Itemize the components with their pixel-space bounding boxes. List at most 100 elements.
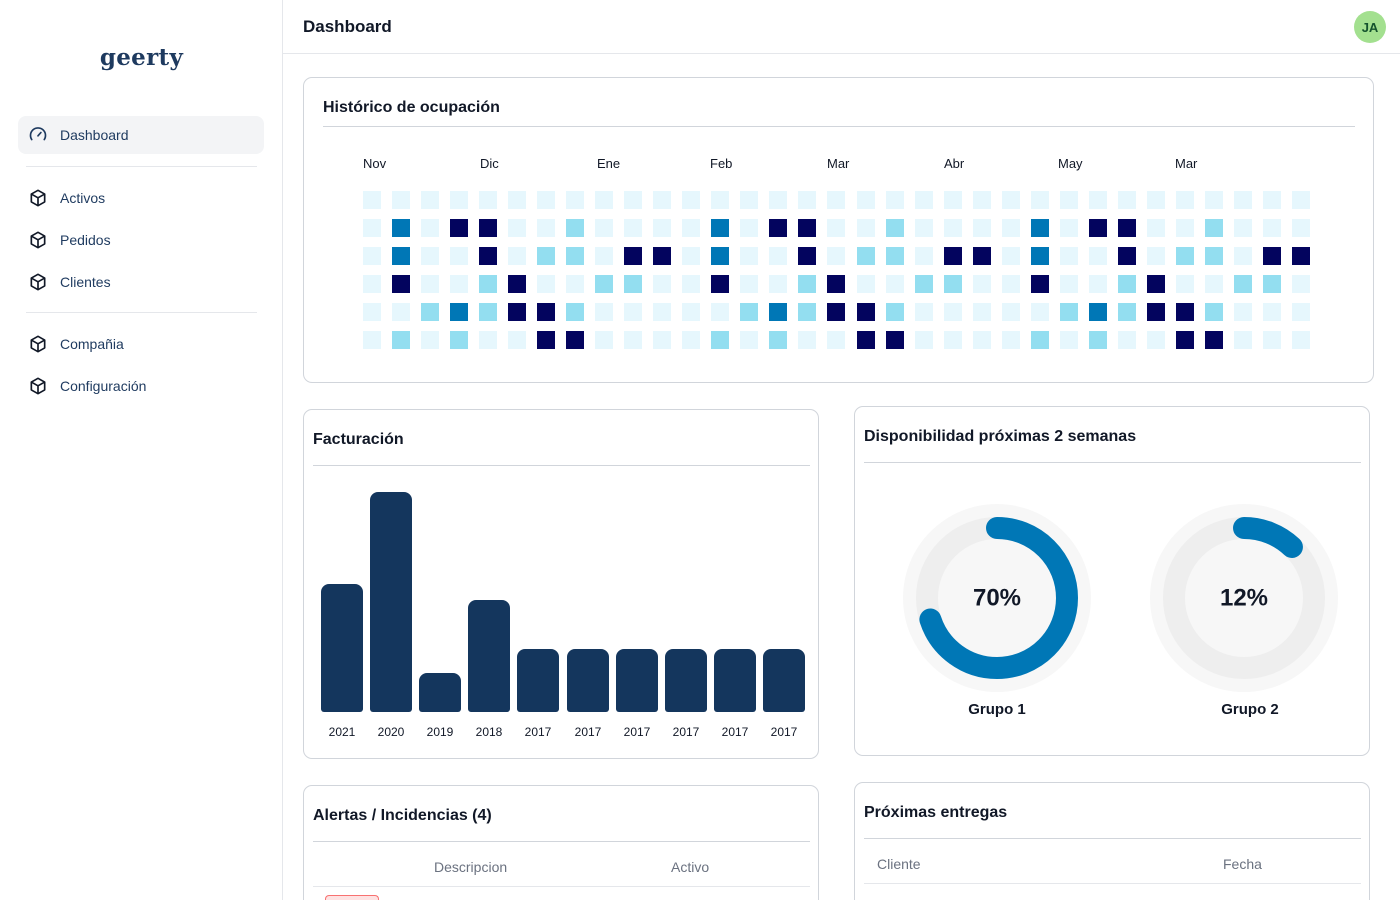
heatmap-cell	[1002, 331, 1020, 349]
heatmap-cell	[566, 247, 584, 265]
heatmap-cell	[886, 247, 904, 265]
heatmap-cell	[479, 303, 497, 321]
heatmap-cell	[740, 331, 758, 349]
heatmap-cell	[363, 331, 381, 349]
heatmap-cell	[1234, 247, 1252, 265]
sidebar-item-label: Dashboard	[60, 127, 129, 143]
heatmap-cell	[1147, 275, 1165, 293]
heatmap-cell	[479, 275, 497, 293]
heatmap-cell	[1176, 303, 1194, 321]
heatmap-cell	[1176, 331, 1194, 349]
heatmap-cell	[886, 275, 904, 293]
heatmap-cell	[1060, 303, 1078, 321]
cube-icon	[30, 231, 46, 249]
heatmap-cell	[653, 303, 671, 321]
sidebar: geerty Dashboard Activos Pedidos Cliente…	[0, 0, 283, 900]
heatmap-cell	[1234, 303, 1252, 321]
heatmap-cell	[508, 331, 526, 349]
heatmap-cell	[857, 275, 875, 293]
heatmap-cell	[973, 219, 991, 237]
table-divider	[313, 886, 810, 887]
heatmap-cell	[740, 219, 758, 237]
heatmap-cell	[1205, 219, 1223, 237]
heatmap-cell	[450, 275, 468, 293]
heatmap-cell	[798, 275, 816, 293]
bar[interactable]	[665, 649, 707, 712]
heatmap-cell	[1089, 191, 1107, 209]
heatmap-cell	[624, 247, 642, 265]
heatmap-cell	[595, 247, 613, 265]
column-header-activo[interactable]: Activo	[671, 859, 710, 875]
sidebar-item-configuracion[interactable]: Configuración	[18, 367, 264, 405]
heatmap-cell	[944, 219, 962, 237]
bar[interactable]	[616, 649, 658, 712]
bar[interactable]	[714, 649, 756, 712]
heatmap-cell	[537, 247, 555, 265]
heatmap-cell	[653, 331, 671, 349]
heatmap-cell	[798, 191, 816, 209]
heatmap-month-label: May	[1058, 156, 1083, 171]
bar[interactable]	[567, 649, 609, 712]
sidebar-item-label: Compañia	[60, 336, 124, 352]
heatmap-month-label: Dic	[480, 156, 499, 171]
heatmap-cell	[363, 219, 381, 237]
heatmap-month-label: Abr	[944, 156, 965, 171]
gauge-icon	[29, 127, 47, 141]
heatmap-cell	[421, 191, 439, 209]
heatmap-cell	[1089, 303, 1107, 321]
user-avatar[interactable]: JA	[1354, 11, 1386, 43]
heatmap-cell	[1031, 303, 1049, 321]
bar[interactable]	[321, 584, 363, 712]
bar[interactable]	[517, 649, 559, 712]
heatmap-cell	[1118, 275, 1136, 293]
heatmap-cell	[479, 219, 497, 237]
bar[interactable]	[419, 673, 461, 712]
sidebar-divider	[26, 312, 257, 313]
heatmap-cell	[1147, 303, 1165, 321]
column-header-descripcion[interactable]: Descripcion	[434, 859, 508, 875]
heatmap-cell	[682, 247, 700, 265]
heatmap-month-label: Mar	[1175, 156, 1198, 171]
heatmap-cell	[363, 247, 381, 265]
heatmap-cell	[886, 191, 904, 209]
sidebar-item-clientes[interactable]: Clientes	[18, 263, 264, 301]
heatmap-cell	[711, 303, 729, 321]
heatmap-cell	[1118, 191, 1136, 209]
bar[interactable]	[763, 649, 805, 712]
heatmap-cell	[1089, 275, 1107, 293]
heatmap-cell	[1002, 191, 1020, 209]
bar[interactable]	[370, 492, 412, 712]
app-logo[interactable]: geerty	[99, 44, 184, 71]
heatmap-cell	[1002, 275, 1020, 293]
heatmap-cell	[1147, 247, 1165, 265]
heatmap-cell	[944, 331, 962, 349]
sidebar-item-pedidos[interactable]: Pedidos	[18, 221, 264, 259]
table-divider	[864, 883, 1361, 884]
heatmap-cell	[508, 303, 526, 321]
heatmap-cell	[421, 219, 439, 237]
cube-icon	[30, 189, 46, 207]
x-tick-label: 2017	[524, 725, 552, 739]
heatmap-cell	[479, 331, 497, 349]
heatmap-cell	[1292, 331, 1310, 349]
card-divider	[864, 462, 1361, 463]
heatmap-month-label: Nov	[363, 156, 387, 171]
page-title: Dashboard	[303, 17, 392, 36]
heatmap-cell	[537, 303, 555, 321]
top-header: Dashboard JA	[283, 0, 1400, 54]
column-header-fecha[interactable]: Fecha	[1223, 856, 1262, 872]
sidebar-item-activos[interactable]: Activos	[18, 179, 264, 217]
x-tick-label: 2017	[770, 725, 798, 739]
heatmap-cell	[1089, 247, 1107, 265]
heatmap-cell	[595, 331, 613, 349]
heatmap-cell	[1205, 191, 1223, 209]
heatmap-cell	[944, 275, 962, 293]
heatmap-cell	[1263, 247, 1281, 265]
card-title: Disponibilidad próximas 2 semanas	[864, 428, 1137, 445]
sidebar-item-compania[interactable]: Compañia	[18, 325, 264, 363]
heatmap-cell	[624, 303, 642, 321]
column-header-cliente[interactable]: Cliente	[877, 856, 921, 872]
sidebar-item-dashboard[interactable]: Dashboard	[18, 116, 264, 154]
bar[interactable]	[468, 600, 510, 712]
heatmap-cell	[392, 275, 410, 293]
